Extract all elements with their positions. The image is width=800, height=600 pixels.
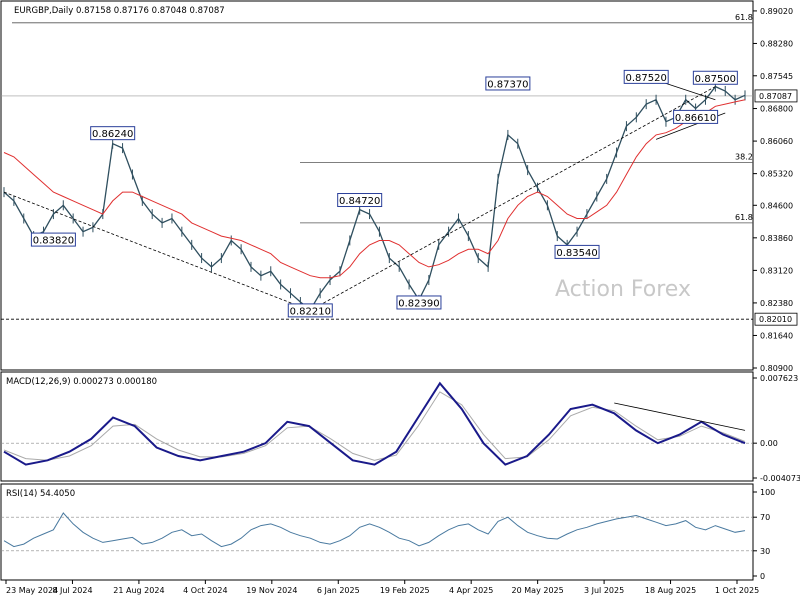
rsi-marks-layer	[1, 512, 753, 552]
price-y-tick-label: 0.84600	[760, 201, 793, 210]
price-y-tick-label: 0.87545	[760, 72, 793, 81]
price-y-tick-label: 0.82380	[760, 299, 793, 308]
last-price-box	[754, 89, 798, 103]
axis-labels-layer: 0.89020 0.88280 0.87545 0.86800 0.86060 0.853…	[5, 7, 800, 595]
macd-y-tick-label: 0.007623	[760, 374, 798, 383]
support-price-label: 0.82010	[759, 315, 792, 324]
x-tick-label: 6 Jan 2025	[317, 586, 360, 595]
macd-label: MACD(12,26,9) 0.000273 0.000180	[6, 377, 157, 387]
rsi-y-tick-label: 0	[760, 572, 765, 581]
rsi-panel-frame	[0, 483, 754, 581]
price-annotation-box	[673, 109, 719, 124]
price-y-tick-label: 0.81640	[760, 331, 793, 340]
price-y-tick-label: 0.80900	[760, 364, 793, 373]
price-annotation-label: 0.86610	[675, 113, 716, 124]
moving-average-line	[3, 99, 746, 279]
price-y-tick-label: 0.88280	[760, 39, 793, 48]
macd-divergence-line	[614, 402, 746, 431]
price-annotation-label: 0.83820	[33, 236, 74, 247]
macd-signal-line	[3, 391, 746, 461]
price-annotation-label: 0.84720	[339, 196, 380, 207]
macd-line	[3, 381, 746, 466]
price-annotation-box	[337, 193, 383, 208]
price-y-tick-label: 0.85320	[760, 170, 793, 179]
price-annotation-label: 0.86240	[92, 129, 133, 140]
price-annotation-label: 0.83540	[556, 248, 597, 259]
price-y-tick-label: 0.89020	[760, 7, 793, 16]
watermark: Action Forex	[555, 277, 691, 302]
price-annotation-label: 0.82390	[398, 298, 439, 309]
price-annotation-box	[485, 76, 531, 91]
x-tick-label: 3 Jul 2025	[584, 586, 624, 595]
x-tick-label: 19 Feb 2025	[380, 586, 430, 595]
price-y-tick-label: 0.86800	[760, 105, 793, 114]
macd-marks-layer	[1, 381, 753, 466]
price-annotation-label: 0.87500	[695, 74, 736, 85]
price-y-tick-label: 0.83860	[760, 234, 793, 243]
price-annotation-box	[554, 244, 600, 259]
price-annotation-label: 0.87370	[487, 79, 528, 90]
price-y-tick-label: 0.83120	[760, 266, 793, 275]
rsi-label: RSI(14) 54.4050	[6, 489, 75, 499]
x-tick-label: 8 Jul 2024	[52, 586, 92, 595]
symbol-header: EURGBP,Daily 0.87158 0.87176 0.87048 0.8…	[14, 6, 225, 16]
x-tick-label: 21 Aug 2024	[113, 586, 164, 595]
price-annotation-label: 0.87520	[626, 73, 667, 84]
rsi-line	[3, 512, 746, 548]
x-tick-label: 4 Oct 2024	[183, 586, 227, 595]
x-tick-label: 18 Aug 2025	[645, 586, 696, 595]
price-line	[3, 85, 746, 311]
price-annotation-box	[287, 303, 333, 318]
price-panel-frame	[0, 0, 754, 371]
rsi-y-tick-label: 70	[760, 513, 770, 522]
price-y-tick-label: 0.86060	[760, 137, 793, 146]
x-tick-label: 4 Apr 2025	[449, 586, 493, 595]
x-tick-label: 20 May 2025	[512, 586, 564, 595]
x-tick-label: 19 Nov 2024	[246, 586, 297, 595]
support-price-box	[754, 312, 798, 326]
fib-level-label: 61.8	[735, 213, 753, 222]
macd-y-tick-label: 0.00	[760, 439, 778, 448]
last-price-label: 0.87087	[759, 92, 792, 101]
fib-level-label: 61.8	[735, 13, 753, 22]
price-annotation-label: 0.82210	[290, 306, 331, 317]
fib-level-label: 38.2	[735, 153, 753, 162]
price-static-layer: 61.8 38.2 61.8	[1, 13, 753, 320]
x-tick-label: 1 Oct 2025	[715, 586, 759, 595]
rsi-y-tick-label: 100	[760, 488, 775, 497]
x-tick-label: 23 May 2024	[6, 586, 58, 595]
price-marks-layer: 0.86240 0.83820 0.84720 0.82210 0.82390 0.873…	[3, 69, 746, 318]
rsi-y-tick-label: 30	[760, 547, 770, 556]
macd-y-tick-label: -0.004073	[760, 474, 800, 483]
price-annotation-box	[30, 232, 76, 247]
trendline	[310, 86, 716, 311]
price-annotation-box	[692, 70, 738, 85]
price-annotation-box	[623, 69, 669, 84]
price-annotation-box	[396, 295, 442, 310]
price-annotation-box	[90, 126, 136, 141]
